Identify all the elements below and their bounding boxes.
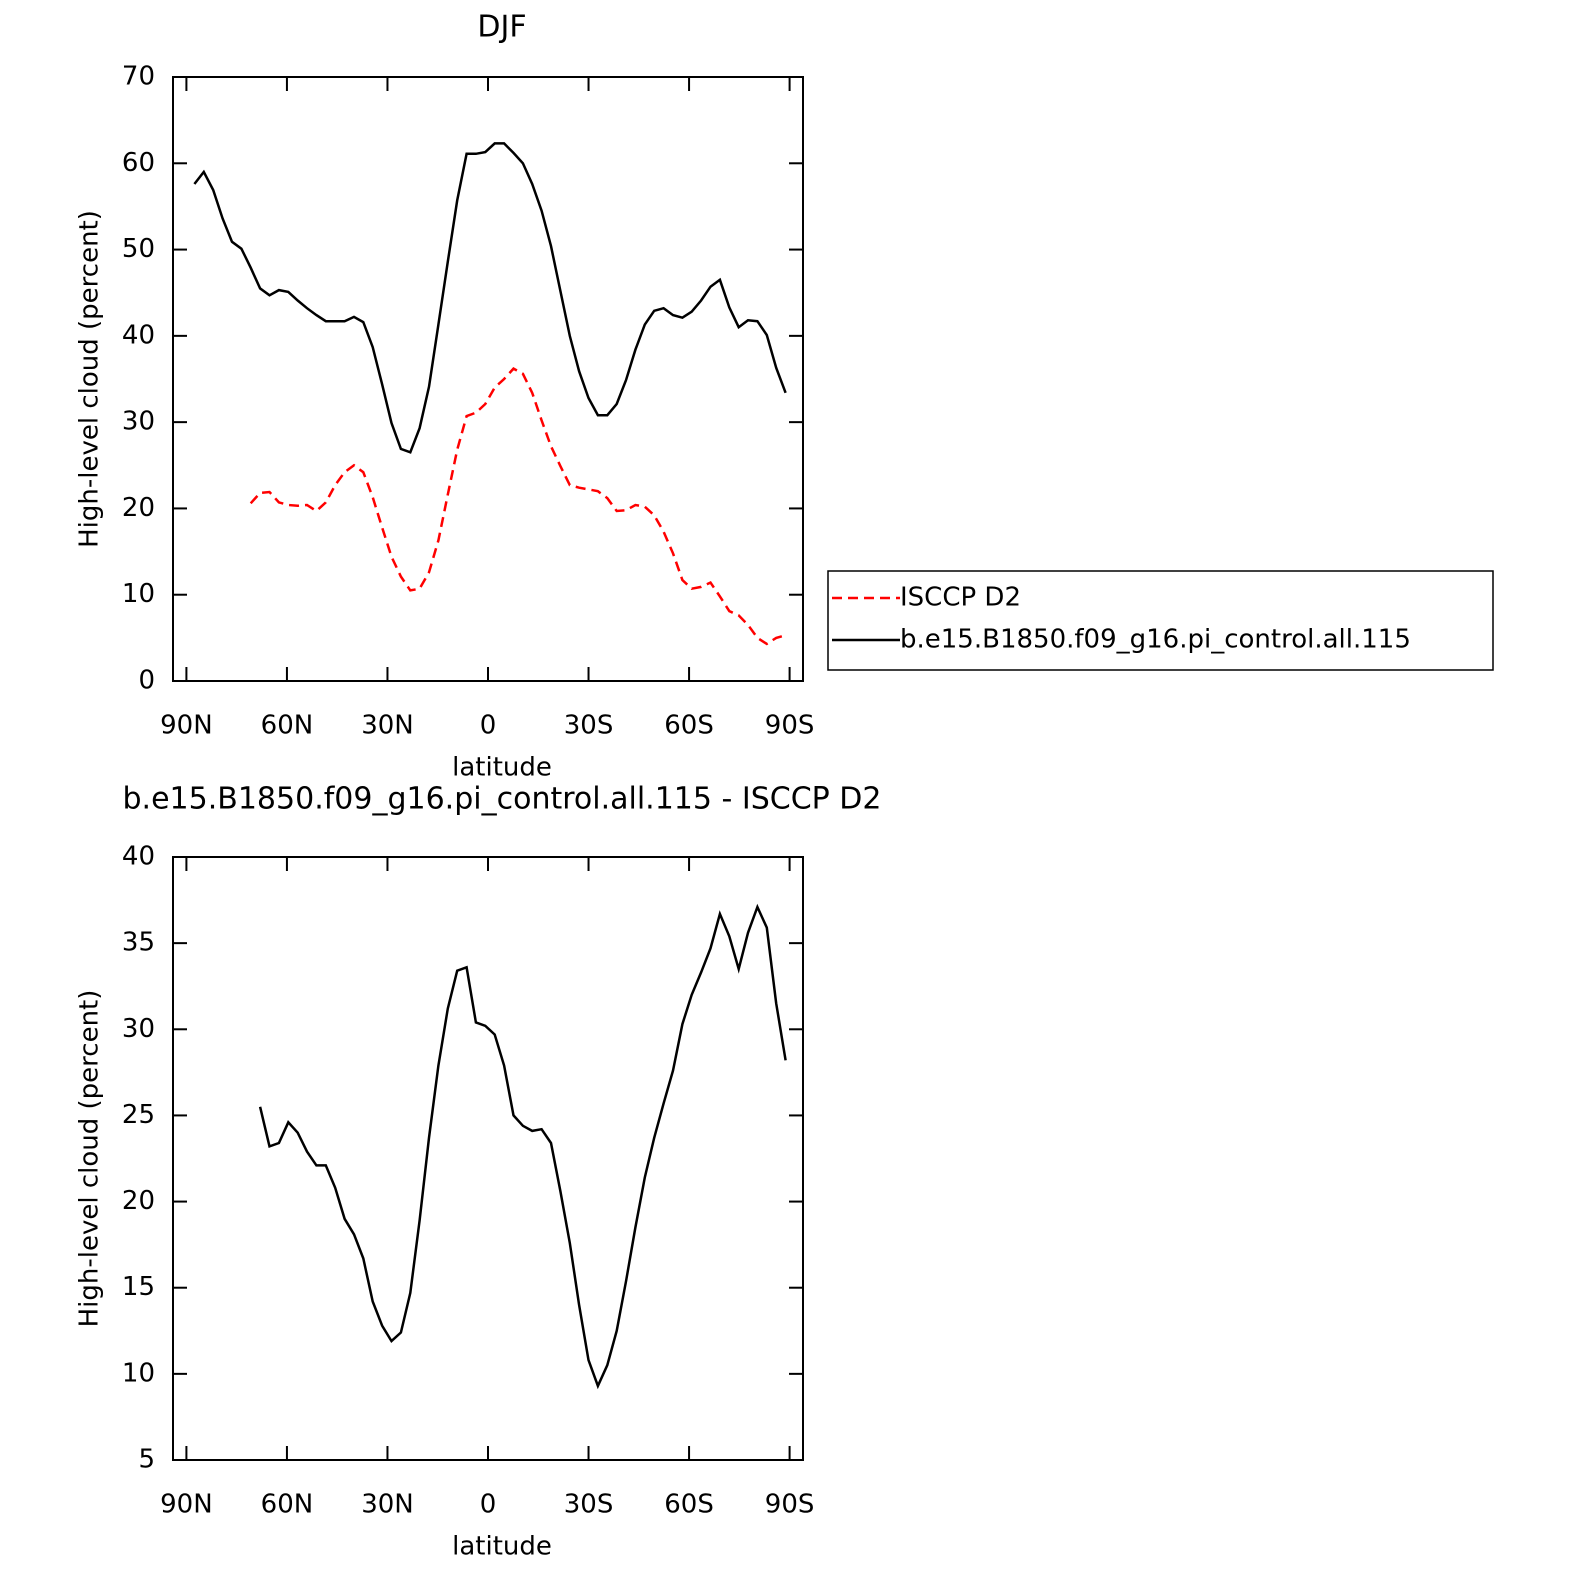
y-tick-label: 40 [122,842,155,872]
y-tick-label: 20 [122,1186,155,1216]
x-tick-label: 90S [765,1490,815,1520]
x-tick-label: 30N [361,711,414,741]
y-tick-label: 30 [122,1014,155,1044]
x-axis-label: latitude [452,1532,552,1562]
data-line [193,142,787,454]
x-axis-label: latitude [452,753,552,783]
y-tick-label: 40 [122,320,155,350]
x-tick-label: 30N [361,1490,414,1520]
y-tick-label: 25 [122,1100,155,1130]
y-tick-label: 10 [122,579,155,609]
y-tick-label: 10 [122,1358,155,1388]
x-tick-label: 90S [765,711,815,741]
x-tick-label: 30S [564,1490,614,1520]
x-tick-label: 90N [160,711,213,741]
y-tick-label: 50 [122,234,155,264]
y-tick-label: 60 [122,148,155,178]
y-tick-label: 70 [122,62,155,92]
chart-title: DJF [477,10,526,45]
x-tick-label: 90N [160,1490,213,1520]
y-tick-label: 15 [122,1272,155,1302]
plot-frame [172,856,804,1461]
chart-title: b.e15.B1850.f09_g16.pi_control.all.115 -… [123,782,882,817]
legend-box [827,570,1494,671]
x-tick-label: 60S [664,1490,714,1520]
legend-label: ISCCP D2 [900,583,1021,613]
y-tick-label: 30 [122,407,155,437]
data-line [258,903,787,1390]
x-tick-label: 60N [261,711,314,741]
y-tick-label: 35 [122,928,155,958]
y-axis-label: High-level cloud (percent) [75,990,105,1328]
x-tick-label: 30S [564,711,614,741]
legend-label: b.e15.B1850.f09_g16.pi_control.all.115 [900,625,1411,655]
x-tick-label: 60S [664,711,714,741]
y-axis-label: High-level cloud (percent) [75,210,105,548]
x-tick-label: 60N [261,1490,314,1520]
data-line [249,367,786,646]
x-tick-label: 0 [480,711,497,741]
y-tick-label: 0 [138,666,155,696]
y-tick-label: 20 [122,493,155,523]
x-tick-label: 0 [480,1490,497,1520]
y-tick-label: 5 [138,1445,155,1475]
plot-frame [172,76,804,682]
